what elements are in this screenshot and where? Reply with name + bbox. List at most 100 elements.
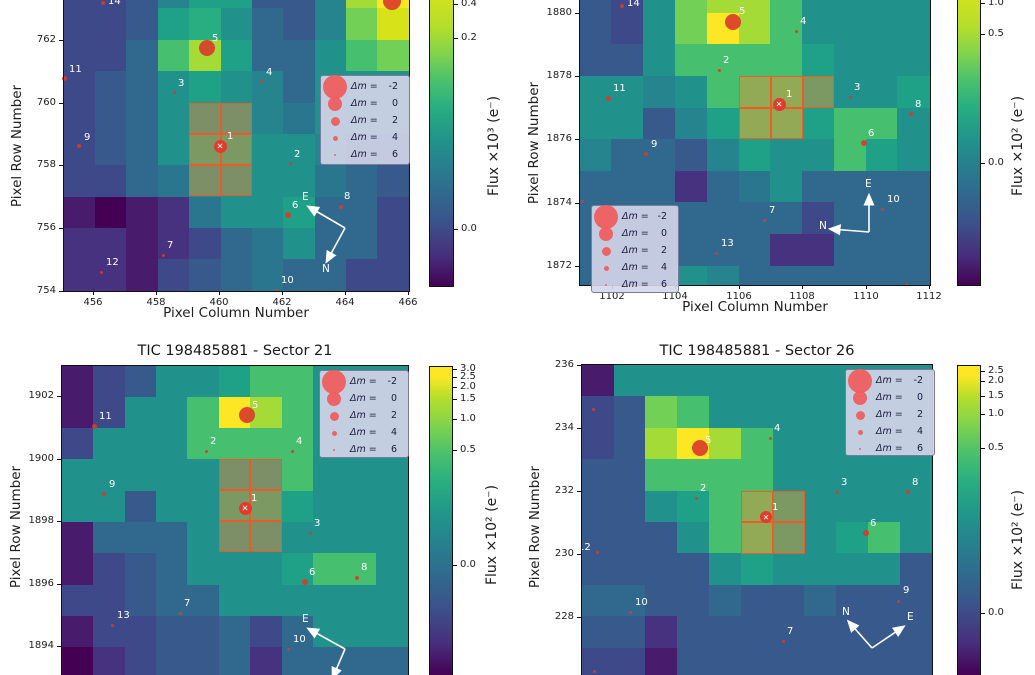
star-dot <box>591 407 595 411</box>
heatmap-cell <box>344 553 377 586</box>
heatmap-cell <box>677 459 710 492</box>
heatmap-cell <box>582 490 615 523</box>
heatmap-cell <box>836 616 869 649</box>
heatmap-cell <box>611 170 644 203</box>
legend-entry-label: Δm = <box>350 444 377 455</box>
y-tick-label: 760 <box>36 97 56 108</box>
x-tick-mark <box>93 291 94 295</box>
heatmap-cell <box>675 107 708 140</box>
panel-title-sector-21: TIC 198485881 - Sector 21 <box>137 343 333 359</box>
heatmap-cell <box>344 459 377 492</box>
legend-entry-value: -2 <box>387 376 397 387</box>
heatmap-cell <box>93 647 126 675</box>
aperture-mask-cell <box>219 521 251 553</box>
legend-entry-label: Δm = <box>350 410 377 421</box>
y-tick-label: 1902 <box>28 390 54 401</box>
heatmap-cell <box>613 647 646 675</box>
heatmap-cell <box>804 553 837 586</box>
star-dot <box>694 496 698 500</box>
star-label: 2 <box>294 149 301 160</box>
legend-marker-dot <box>333 153 337 157</box>
heatmap-cell <box>157 71 190 104</box>
x-tick-label: 466 <box>398 297 418 308</box>
heatmap-cell <box>126 227 159 260</box>
heatmap-cell <box>95 39 127 72</box>
heatmap-cell <box>677 584 710 617</box>
aperture-mask-cell <box>189 165 221 197</box>
heatmap-cell <box>833 265 867 285</box>
heatmap-cell <box>677 616 710 649</box>
x-tick-mark <box>156 291 157 295</box>
star-label: 9 <box>903 585 910 596</box>
heatmap-cell <box>155 584 188 617</box>
heatmap-cell <box>95 0 127 10</box>
heatmap-cell <box>836 553 869 586</box>
heatmap-cell <box>899 459 932 492</box>
heatmap-cell <box>675 265 708 285</box>
heatmap-cell <box>772 459 805 492</box>
y-tick-mark <box>59 291 63 292</box>
legend-entry-label: Δm = <box>350 427 377 438</box>
heatmap-cell <box>706 265 740 285</box>
star-label: 14 <box>108 0 121 7</box>
heatmap-cell <box>802 44 835 77</box>
star-dot <box>644 152 648 156</box>
heatmap-cell <box>220 8 253 41</box>
heatmap-cell <box>345 39 378 72</box>
heatmap-cell <box>124 553 157 586</box>
y-axis-label: Pixel Row Number <box>526 81 542 205</box>
x-tick-label: 1102 <box>599 291 625 302</box>
heatmap-cell <box>64 133 96 166</box>
heatmap-cell <box>62 647 94 675</box>
star-dot <box>714 251 718 255</box>
heatmap-cell <box>375 521 408 554</box>
heatmap-cell <box>344 584 377 617</box>
heatmap-cell <box>740 584 774 617</box>
aperture-mask-cell <box>220 133 253 166</box>
legend-entry-value: 4 <box>390 427 397 438</box>
heatmap-cell <box>613 616 646 649</box>
target-star-marker: ✕ <box>213 139 227 153</box>
legend-entry-label: Δm = <box>350 376 377 387</box>
heatmap-cell <box>772 647 805 675</box>
heatmap-cell <box>314 0 347 10</box>
heatmap-cell <box>344 615 377 648</box>
y-tick-mark <box>575 76 579 77</box>
heatmap-cell <box>283 165 316 198</box>
legend-entry-label: Δm = <box>622 228 649 239</box>
heatmap-cell <box>613 459 646 492</box>
heatmap-cell <box>740 459 774 492</box>
heatmap-cell <box>802 139 835 172</box>
star-dot <box>605 95 611 101</box>
compass-direction-label: E <box>302 613 309 625</box>
heatmap-cell <box>804 459 837 492</box>
heatmap-cell <box>95 227 127 260</box>
y-tick-mark <box>575 13 579 14</box>
star-dot <box>794 29 798 33</box>
x-tick-label: 462 <box>272 297 292 308</box>
heatmap-cell <box>62 584 94 617</box>
y-tick-mark <box>57 584 61 585</box>
legend-marker-dot <box>853 391 867 405</box>
y-tick-label: 1880 <box>546 7 572 18</box>
heatmap-cell <box>95 102 127 135</box>
y-tick-label: 1900 <box>28 453 54 464</box>
heatmap-cell <box>155 647 188 675</box>
y-tick-mark <box>57 459 61 460</box>
y-tick-label: 758 <box>36 159 56 170</box>
heatmap-cell <box>580 44 613 77</box>
heatmap-cell <box>312 647 345 675</box>
heatmap-bottom-right <box>582 365 932 675</box>
heatmap-cell <box>708 647 742 675</box>
legend-entry-value: 0 <box>390 393 397 404</box>
heatmap-cell <box>738 170 771 203</box>
heatmap-cell <box>899 553 932 586</box>
colorbar-label: Flux ×10² (e⁻) <box>1010 95 1026 197</box>
y-tick-mark <box>59 228 63 229</box>
legend-entry-label: Δm = <box>876 443 903 454</box>
heatmap-cell <box>220 0 253 10</box>
y-tick-mark <box>59 165 63 166</box>
heatmap-cell <box>345 0 378 10</box>
aperture-mask-cell <box>802 76 835 108</box>
heatmap-cell <box>580 12 613 45</box>
